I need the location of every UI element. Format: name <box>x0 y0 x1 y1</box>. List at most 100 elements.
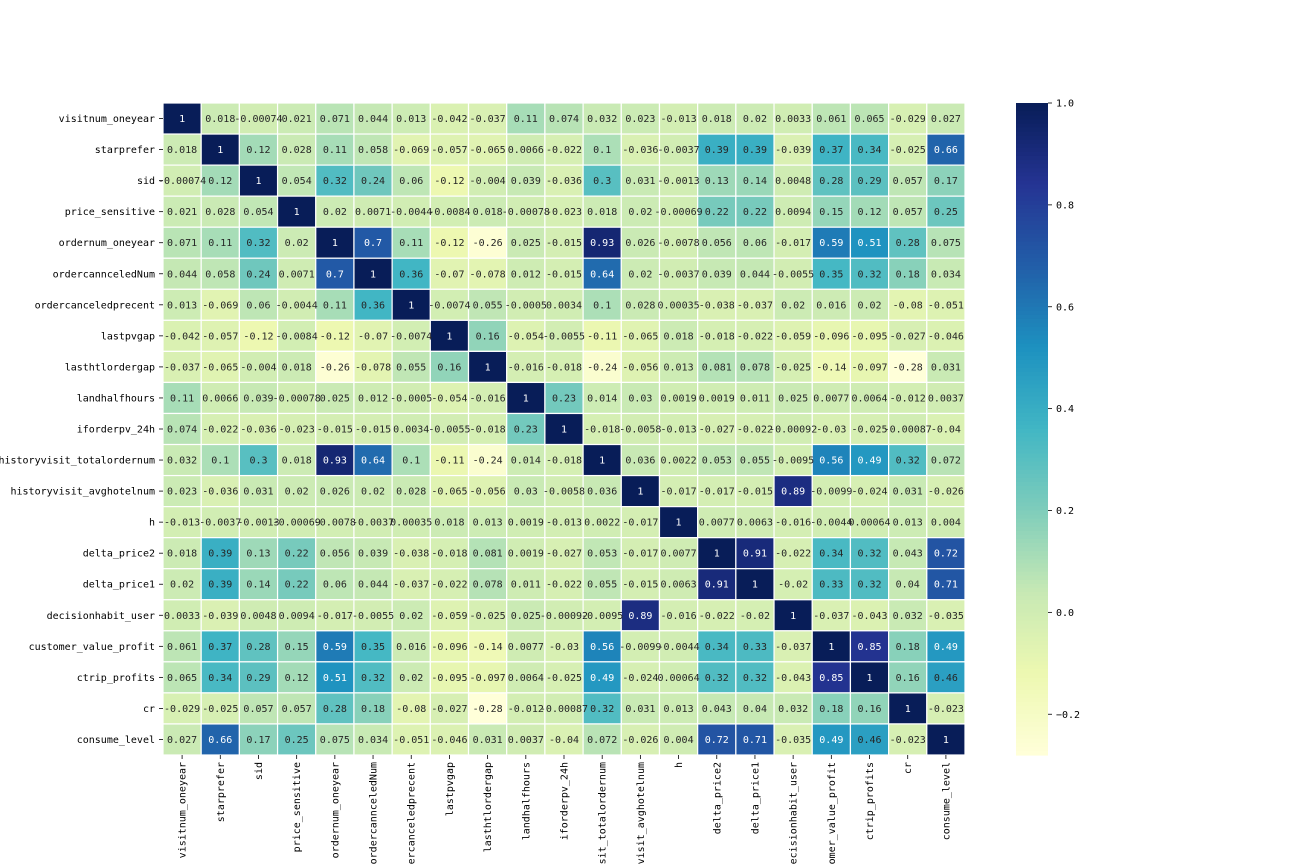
heatmap-cell <box>849 319 890 352</box>
cell-value-label: -0.013 <box>661 425 697 436</box>
cell-value-label: -0.00074 <box>234 114 282 125</box>
y-tick-label: iforderpv_24h <box>77 425 155 436</box>
cell-value-label: -0.039 <box>775 145 811 156</box>
heatmap-cell <box>697 661 737 694</box>
cell-value-label: -0.0055 <box>352 611 394 622</box>
heatmap-cell <box>582 506 622 539</box>
heatmap-cell <box>926 381 966 415</box>
colorbar-segment <box>1016 469 1048 475</box>
cell-value-label: 0.018 <box>587 207 617 218</box>
colorbar-segment <box>1016 608 1048 613</box>
heatmap-cell <box>276 599 317 632</box>
heatmap-cell <box>544 257 584 290</box>
cell-value-label: -0.022 <box>546 145 582 156</box>
cell-value-label: 0.057 <box>893 207 923 218</box>
heatmap-cell <box>620 288 661 321</box>
cell-value-label: 0.46 <box>934 673 958 684</box>
colorbar-segment <box>1016 636 1048 642</box>
colorbar-segment <box>1016 388 1048 393</box>
colorbar-segment <box>1016 404 1048 410</box>
colorbar-segment <box>1016 119 1048 124</box>
cell-value-label: 0.0077 <box>813 393 849 404</box>
cell-value-label: -0.078 <box>355 362 391 373</box>
cell-value-label: -0.00087 <box>540 704 588 715</box>
heatmap-cell <box>391 412 431 446</box>
y-tick-label: consume_level <box>77 735 155 746</box>
colorbar-segment <box>1016 502 1048 508</box>
cell-value-label: 0.18 <box>819 704 843 715</box>
heatmap-cell <box>162 133 202 166</box>
cell-value-label: 0.027 <box>931 114 961 125</box>
cell-value-label: -0.015 <box>737 487 773 498</box>
cell-value-label: -0.037 <box>737 300 773 311</box>
heatmap-cell <box>544 537 584 570</box>
cell-value-label: 0.46 <box>857 735 881 746</box>
cell-value-label: 0.071 <box>320 114 350 125</box>
y-tick-label: price_sensitive <box>65 207 155 218</box>
colorbar-tick-label: 0.4 <box>1056 404 1074 415</box>
colorbar-segment <box>1016 278 1048 283</box>
cell-value-label: 0.025 <box>778 393 808 404</box>
heatmap-cell <box>200 288 240 321</box>
colorbar-tick-label: 0.6 <box>1056 302 1074 313</box>
cell-value-label: 0.02 <box>323 207 347 218</box>
cell-value-label: -0.00078 <box>502 207 550 218</box>
cell-value-label: -0.096 <box>431 642 467 653</box>
cell-value-label: 0.51 <box>323 673 347 684</box>
colorbar-segment <box>1016 457 1048 463</box>
heatmap-cell <box>926 102 966 135</box>
heatmap-cell <box>200 412 240 446</box>
cell-value-label: 0.16 <box>857 704 881 715</box>
cell-value-label: -0.069 <box>202 300 238 311</box>
heatmap-cell <box>315 257 355 290</box>
cell-value-label: 0.078 <box>473 580 503 591</box>
cell-value-label: -0.043 <box>851 611 887 622</box>
cell-value-label: 0.28 <box>246 642 270 653</box>
cell-value-label: 0.02 <box>399 673 423 684</box>
cell-value-label: 0.039 <box>511 176 541 187</box>
cell-value-label: -0.095 <box>851 331 887 342</box>
colorbar-segment <box>1016 115 1048 120</box>
cell-value-label: 0.012 <box>358 393 388 404</box>
cell-value-label: 0.055 <box>587 580 617 591</box>
colorbar-segment <box>1016 534 1048 540</box>
cell-value-label: 0.39 <box>705 145 729 156</box>
heatmap-cell <box>276 381 317 415</box>
heatmap-cell <box>582 630 622 663</box>
heatmap-cell <box>735 443 775 477</box>
cell-value-label: 0.18 <box>896 269 920 280</box>
heatmap-cell <box>162 195 202 228</box>
colorbar-segment <box>1016 616 1048 622</box>
colorbar-segment <box>1016 343 1048 349</box>
colorbar-segment <box>1016 420 1048 426</box>
cell-value-label: 0.075 <box>320 735 350 746</box>
colorbar-segment <box>1016 184 1048 190</box>
cell-value-label: -0.026 <box>928 487 964 498</box>
cell-value-label: 0.004 <box>931 518 961 529</box>
heatmap-cell <box>926 443 966 477</box>
heatmap-cell <box>467 599 508 632</box>
cell-value-label: -0.0013 <box>657 176 699 187</box>
cell-value-label: 0.11 <box>208 238 232 249</box>
colorbar-segment <box>1016 229 1048 234</box>
cell-value-label: 0.014 <box>511 456 541 467</box>
cell-value-label: -0.017 <box>622 549 658 560</box>
colorbar-segment <box>1016 518 1048 524</box>
cell-value-label: 0.00064 <box>848 518 890 529</box>
heatmap-cell <box>276 692 317 725</box>
colorbar-segment <box>1016 225 1048 230</box>
colorbar-segment <box>1016 396 1048 402</box>
cell-value-label: -0.013 <box>661 114 697 125</box>
cell-value-label: -0.004 <box>240 362 276 373</box>
colorbar-segment <box>1016 249 1048 255</box>
cell-value-label: 0.37 <box>208 642 232 653</box>
cell-value-label: 0.22 <box>285 580 309 591</box>
cell-value-label: 0.013 <box>473 518 503 529</box>
cell-value-label: 0.0094 <box>775 207 811 218</box>
heatmap-cell <box>811 537 852 570</box>
cell-value-label: -0.023 <box>928 704 964 715</box>
x-tick-label: starprefer <box>216 762 227 822</box>
heatmap-cell <box>620 164 661 197</box>
heatmap-cell <box>353 474 393 508</box>
cell-value-label: -0.057 <box>431 145 467 156</box>
